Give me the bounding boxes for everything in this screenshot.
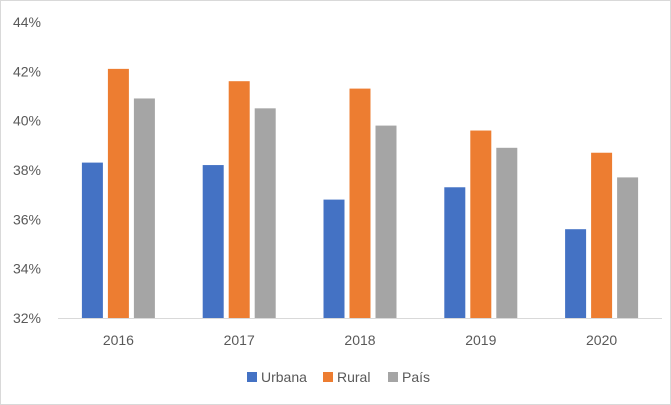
plot-area [81,68,639,318]
bar-pas-2019 [496,147,518,318]
y-tick-label: 32% [13,310,41,326]
legend-swatch-rural [323,372,333,382]
bar-rural-2019 [470,130,492,318]
bar-urbana-2016 [81,162,103,318]
x-tick-label: 2016 [103,332,134,348]
bar-pas-2017 [254,108,276,318]
bar-urbana-2018 [323,199,345,318]
x-tick-label: 2018 [344,332,375,348]
legend-swatch-pas [388,372,398,382]
y-tick-label: 40% [13,113,41,129]
legend: Urbana Rural País [247,369,430,385]
bar-rural-2017 [228,81,250,318]
bar-rural-2018 [349,88,371,318]
y-tick-label: 42% [13,63,41,79]
y-tick-label: 44% [13,14,41,30]
x-tick-label: 2019 [465,332,496,348]
bar-urbana-2020 [565,229,587,318]
legend-swatch-urbana [247,372,257,382]
legend-label: Urbana [261,369,307,385]
bar-pas-2018 [375,125,397,318]
bar-rural-2016 [107,68,129,318]
bar-urbana-2017 [202,165,224,318]
y-tick-label: 38% [13,162,41,178]
bar-urbana-2019 [444,187,466,318]
y-axis: 32% 34% 36% 38% 40% 42% 44% [13,14,41,326]
x-tick-label: 2020 [586,332,617,348]
legend-label: País [402,369,430,385]
y-tick-label: 36% [13,211,41,227]
x-tick-label: 2017 [224,332,255,348]
x-axis: 2016 2017 2018 2019 2020 [103,332,618,348]
bar-rural-2020 [591,152,613,318]
y-tick-label: 34% [13,261,41,277]
legend-label: Rural [337,369,370,385]
bar-pas-2016 [133,98,155,318]
bar-pas-2020 [617,177,639,318]
